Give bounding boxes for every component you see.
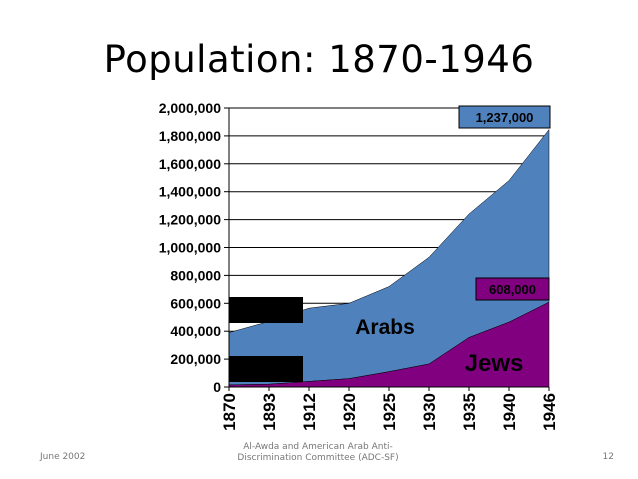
arabs-total-box bbox=[458, 105, 551, 129]
y-tick-label: 200,000 bbox=[170, 351, 221, 367]
y-tick-label: 2,000,000 bbox=[159, 100, 221, 116]
x-tick-label: 1925 bbox=[380, 393, 399, 431]
x-tick-label: 1935 bbox=[460, 393, 479, 431]
redaction-box-lower bbox=[229, 356, 303, 382]
x-tick-label: 1870 bbox=[220, 393, 239, 431]
footer-page-number: 12 bbox=[602, 452, 614, 462]
y-tick-label: 1,400,000 bbox=[159, 184, 221, 200]
arabs-total-label: 1,237,000 bbox=[476, 110, 534, 125]
x-tick-label: 1920 bbox=[340, 393, 359, 431]
y-tick-label: 0 bbox=[213, 379, 221, 395]
y-tick-label: 600,000 bbox=[170, 295, 221, 311]
jews-series-label: Jews bbox=[465, 350, 524, 377]
y-tick-label: 400,000 bbox=[170, 323, 221, 339]
footer-date: June 2002 bbox=[40, 452, 86, 462]
jews-total-box bbox=[475, 277, 550, 301]
slide-title: Population: 1870-1946 bbox=[103, 38, 535, 81]
y-tick-label: 1,000,000 bbox=[159, 240, 221, 256]
x-tick-label: 1940 bbox=[500, 393, 519, 431]
x-tick-label: 1893 bbox=[260, 393, 279, 431]
x-tick-label: 1946 bbox=[540, 393, 559, 431]
y-tick-label: 1,600,000 bbox=[159, 156, 221, 172]
arabs-series-label: Arabs bbox=[355, 316, 415, 339]
footer-organization: Al-Awda and American Arab Anti-Discrimin… bbox=[237, 442, 399, 463]
redaction-box-upper bbox=[229, 297, 303, 323]
x-tick-label: 1912 bbox=[300, 393, 319, 431]
y-tick-label: 1,800,000 bbox=[159, 128, 221, 144]
jews-total-label: 608,000 bbox=[489, 282, 536, 297]
x-tick-label: 1930 bbox=[420, 393, 439, 431]
y-tick-label: 1,200,000 bbox=[159, 212, 221, 228]
y-tick-label: 800,000 bbox=[170, 267, 221, 283]
